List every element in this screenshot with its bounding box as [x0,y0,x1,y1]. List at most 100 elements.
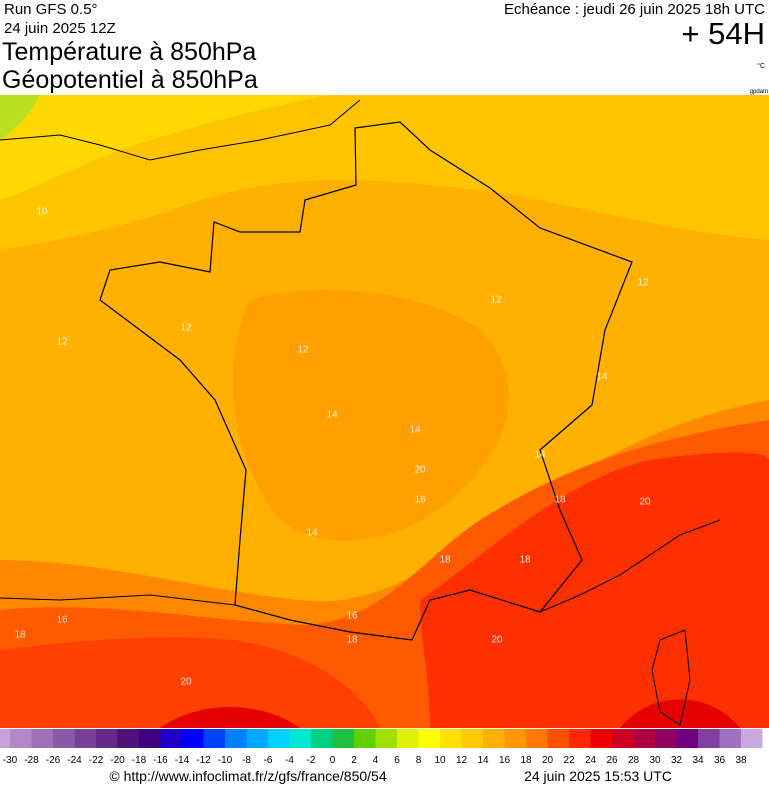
colorbar: -30 -28 -26 -24 -22 -20 -18 -16 -14 -12 -10 -8 -6 -4-… [0,729,763,766]
colorbar-label: -30 [3,755,18,766]
france-border [99,121,633,641]
colorbar-cell [203,729,225,748]
colorbar-label: 0 [330,755,336,766]
colorbar-label: -18 [132,755,147,766]
lead: + 54H [681,16,765,51]
colorbar-cell [461,729,483,748]
colorbar-label: -4 [285,755,294,766]
colorbar-label: 24 [585,755,597,766]
colorbar-label: -12 [196,755,211,766]
colorbar-label: 16 [499,755,511,766]
run-date: 24 juin 2025 12Z [4,20,116,37]
colorbar-cell [332,729,354,748]
colorbar-label: -6 [264,755,273,766]
contour-label: 16 [414,495,426,506]
title1: Température à 850hPa [2,38,256,66]
colorbar-label: -2 [307,755,316,766]
contour-label: 14 [534,450,546,461]
colorbar-cell [741,729,763,748]
contour-label: 14 [326,410,338,421]
colorbar-label: 8 [416,755,422,766]
colorbar-cell [74,729,96,748]
colorbar-cell [289,729,311,748]
run: Run GFS 0.5° [4,1,98,18]
colorbar-cell [354,729,376,748]
contour-label: 20 [639,497,651,508]
colorbar-label: 2 [351,755,357,766]
colorbar-label: 6 [394,755,400,766]
colorbar-cell [53,729,75,748]
footer-date: 24 juin 2025 15:53 UTC [524,768,672,784]
colorbar-cell [633,729,655,748]
contour-label: 10 [36,207,48,218]
colorbar-label: 30 [649,755,661,766]
contour-label: 12 [180,323,192,334]
contour-label: 14 [306,528,318,539]
contour-label: 18 [554,495,566,506]
contour-label: 20 [180,677,192,688]
colorbar-label: 26 [606,755,618,766]
field [0,95,40,140]
title2: Géopotentiel à 850hPa [2,66,258,94]
contour-label: 12 [56,337,68,348]
colorbar-label: 4 [373,755,379,766]
field [420,452,769,728]
colorbar-cell [612,729,634,748]
colorbar-cell [526,729,548,748]
colorbar-cell [418,729,440,748]
colorbar-label: -14 [175,755,190,766]
colorbar-cell [311,729,333,748]
colorbar-cell [547,729,569,748]
field [233,290,509,541]
colorbar-cell [483,729,505,748]
colorbar-cell [117,729,139,748]
colorbar-label: 22 [563,755,575,766]
contour-label: 20 [414,465,426,476]
colorbar-label: 12 [456,755,468,766]
colorbar-cell [139,729,161,748]
colorbar-label: -8 [242,755,251,766]
colorbar-label: -28 [24,755,39,766]
contour-label: 18 [439,555,451,566]
colorbar-label: 20 [542,755,554,766]
contour-label: 12 [297,345,309,356]
colorbar-cell [182,729,204,748]
colorbar-label: -22 [89,755,104,766]
uk-coast [0,99,361,161]
contour-label: 18 [14,630,26,641]
colorbar-cell [397,729,419,748]
colorbar-cell [719,729,741,748]
field [0,637,380,728]
colorbar-cell [10,729,32,748]
colorbar-label: 36 [714,755,726,766]
corsica [651,629,691,726]
field [0,95,330,200]
colorbar-label: 38 [735,755,747,766]
colorbar-cell [268,729,290,748]
colorbar-cell [225,729,247,748]
contour-label: 18 [519,555,531,566]
contour-label: 12 [490,295,502,306]
colorbar-cell [96,729,118,748]
colorbar-cell [698,729,720,748]
colorbar-label: 18 [520,755,532,766]
colorbar-label: -16 [153,755,168,766]
colorbar-cell [31,729,53,748]
source-tag: gpdam [750,89,768,95]
colorbar-label: 10 [434,755,446,766]
footer-url: © http://www.infoclimat.fr/z/gfs/france/… [109,768,386,784]
contour-label: 16 [56,615,68,626]
valid: Echéance : jeudi 26 juin 2025 18h UTC [504,1,765,18]
italy-coast [539,519,721,613]
colorbar-cell [590,729,612,748]
colorbar-label: 34 [692,755,704,766]
field [0,95,769,250]
colorbar-label: -24 [67,755,82,766]
contour-label: 14 [409,425,421,436]
contour-label: 12 [637,278,649,289]
colorbar-cell [676,729,698,748]
colorbar-cell [440,729,462,748]
map: 10 12 12 12 12 14 12 14 14 14 16 18 18 18 20 20 14 18 16 16… [0,95,769,728]
contour-label: 18 [346,635,358,646]
field [160,699,740,728]
